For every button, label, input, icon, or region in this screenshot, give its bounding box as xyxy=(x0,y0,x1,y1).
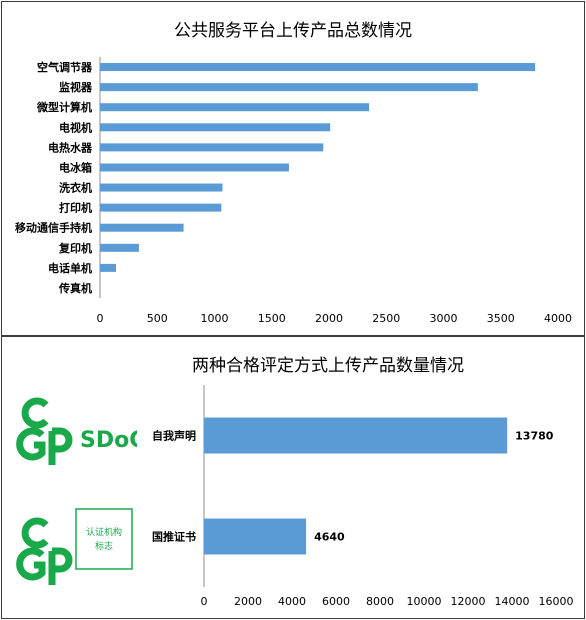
bar xyxy=(100,183,223,192)
x-tick-label: 4000 xyxy=(278,595,306,608)
category-label: 电冰箱 xyxy=(59,160,92,174)
bar xyxy=(204,518,307,555)
bar xyxy=(100,243,139,252)
x-tick-label: 1000 xyxy=(201,312,229,325)
category-label: 传真机 xyxy=(58,281,92,295)
category-label: 复印机 xyxy=(58,241,92,255)
x-tick-label: 3000 xyxy=(430,312,458,325)
x-tick-label: 500 xyxy=(147,312,168,325)
x-tick-label: 1500 xyxy=(258,312,286,325)
x-tick-label: 6000 xyxy=(322,595,350,608)
bar xyxy=(100,263,117,272)
category-label: 电热水器 xyxy=(48,140,93,154)
bar xyxy=(100,143,324,152)
x-tick-label: 2000 xyxy=(315,312,343,325)
category-label: 打印机 xyxy=(59,201,92,215)
data-label: 13780 xyxy=(515,430,554,443)
x-tick-label: 0 xyxy=(201,595,208,608)
category-label: 移动通信手持机 xyxy=(15,221,92,235)
x-tick-label: 16000 xyxy=(539,595,574,608)
category-label: 监视器 xyxy=(59,80,93,94)
bottom-bar-chart: 自我声明 13780 国推证书 4640 0 2000 4000 6000 8000 10000 1… xyxy=(152,385,574,608)
x-tick-label: 2500 xyxy=(372,312,400,325)
x-tick-label: 14000 xyxy=(495,595,530,608)
category-label: 微型计算机 xyxy=(36,100,92,114)
certification-logo: 认证机构 标志 xyxy=(16,508,133,585)
bar xyxy=(100,163,289,172)
chart-title: 公共服务平台上传产品总数情况 xyxy=(174,21,412,41)
sdoc-logo-text: SDoC xyxy=(80,428,137,453)
bottom-chart-panel: 两种合格评定方式上传产品数量情况 自我声明 13780 国推证书 4640 0 2000 4… xyxy=(1,336,585,619)
category-label: 空气调节器 xyxy=(37,60,93,74)
category-label: 国推证书 xyxy=(152,530,196,544)
category-label: 自我声明 xyxy=(152,429,196,443)
x-tick-label: 0 xyxy=(97,312,104,325)
category-label: 电话单机 xyxy=(48,261,92,275)
category-label: 洗衣机 xyxy=(59,181,92,195)
bar xyxy=(204,417,508,454)
x-tick-label: 10000 xyxy=(407,595,442,608)
bar xyxy=(100,203,222,212)
bar xyxy=(100,63,536,72)
bar xyxy=(100,103,370,112)
sdoc-logo: SDoC xyxy=(16,397,137,465)
x-tick-label: 2000 xyxy=(234,595,262,608)
chart-title: 两种合格评定方式上传产品数量情况 xyxy=(192,356,464,376)
data-label: 4640 xyxy=(314,531,345,544)
top-chart-panel: 公共服务平台上传产品总数情况 空气调节器监视器微型计算机电视机电热水器电冰箱洗衣… xyxy=(1,1,585,336)
category-label: 电视机 xyxy=(59,120,92,134)
certification-logo-text: 标志 xyxy=(95,540,113,552)
x-tick-label: 4000 xyxy=(544,312,572,325)
bar xyxy=(100,123,331,132)
bar xyxy=(100,223,184,232)
x-tick-label: 12000 xyxy=(451,595,486,608)
x-tick-label: 3500 xyxy=(487,312,515,325)
certification-logo-text: 认证机构 xyxy=(86,526,122,538)
top-bar-chart: 空气调节器监视器微型计算机电视机电热水器电冰箱洗衣机打印机移动通信手持机复印机电… xyxy=(15,57,572,325)
bar xyxy=(100,83,478,92)
x-tick-label: 8000 xyxy=(366,595,394,608)
